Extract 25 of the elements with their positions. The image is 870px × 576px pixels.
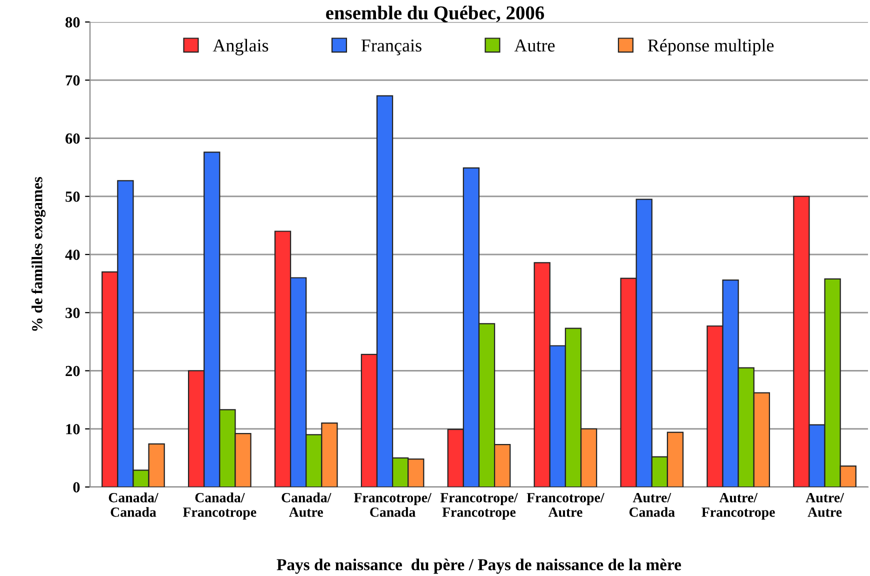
x-tick-label: Canada/ Francotrope [183, 492, 256, 520]
x-tick-label: Autre/ Canada [629, 493, 675, 517]
y-tick-label: 20 [66, 366, 80, 376]
y-tick-label: 70 [66, 75, 80, 86]
y-tick-label: 0 [73, 482, 80, 492]
y-tick-label: 50 [66, 192, 80, 202]
x-axis-title: Pays de naissance du père / Pays de naissance de la mère [276, 558, 682, 574]
y-tick-label: 30 [66, 308, 80, 318]
legend-label: Français [361, 39, 422, 56]
chart-title: ensemble du Québec, 2006 [326, 6, 544, 22]
x-tick-label: Canada/ Canada [108, 492, 158, 517]
x-tick-label: Autre/ Autre [806, 493, 844, 517]
x-tick-label: Autre/ Francotrope [702, 493, 775, 520]
legend-label: Réponse multiple [648, 38, 774, 56]
y-tick-label: 80 [66, 17, 80, 28]
legend-label: Anglais [212, 38, 268, 56]
y-tick-label: 40 [65, 250, 80, 260]
x-tick-label: Canada/ Autre [282, 492, 332, 517]
legend-label: Autre [514, 40, 555, 52]
x-tick-label: Francotrope/ Francotrope [440, 493, 518, 520]
x-tick-label: Francotrope/ Autre [526, 493, 604, 517]
y-tick-label: 10 [66, 424, 80, 434]
x-tick-label: Francotrope/ Canada [354, 493, 432, 517]
y-axis-title: % de familles exogames [31, 177, 46, 331]
y-tick-label: 60 [66, 133, 80, 144]
